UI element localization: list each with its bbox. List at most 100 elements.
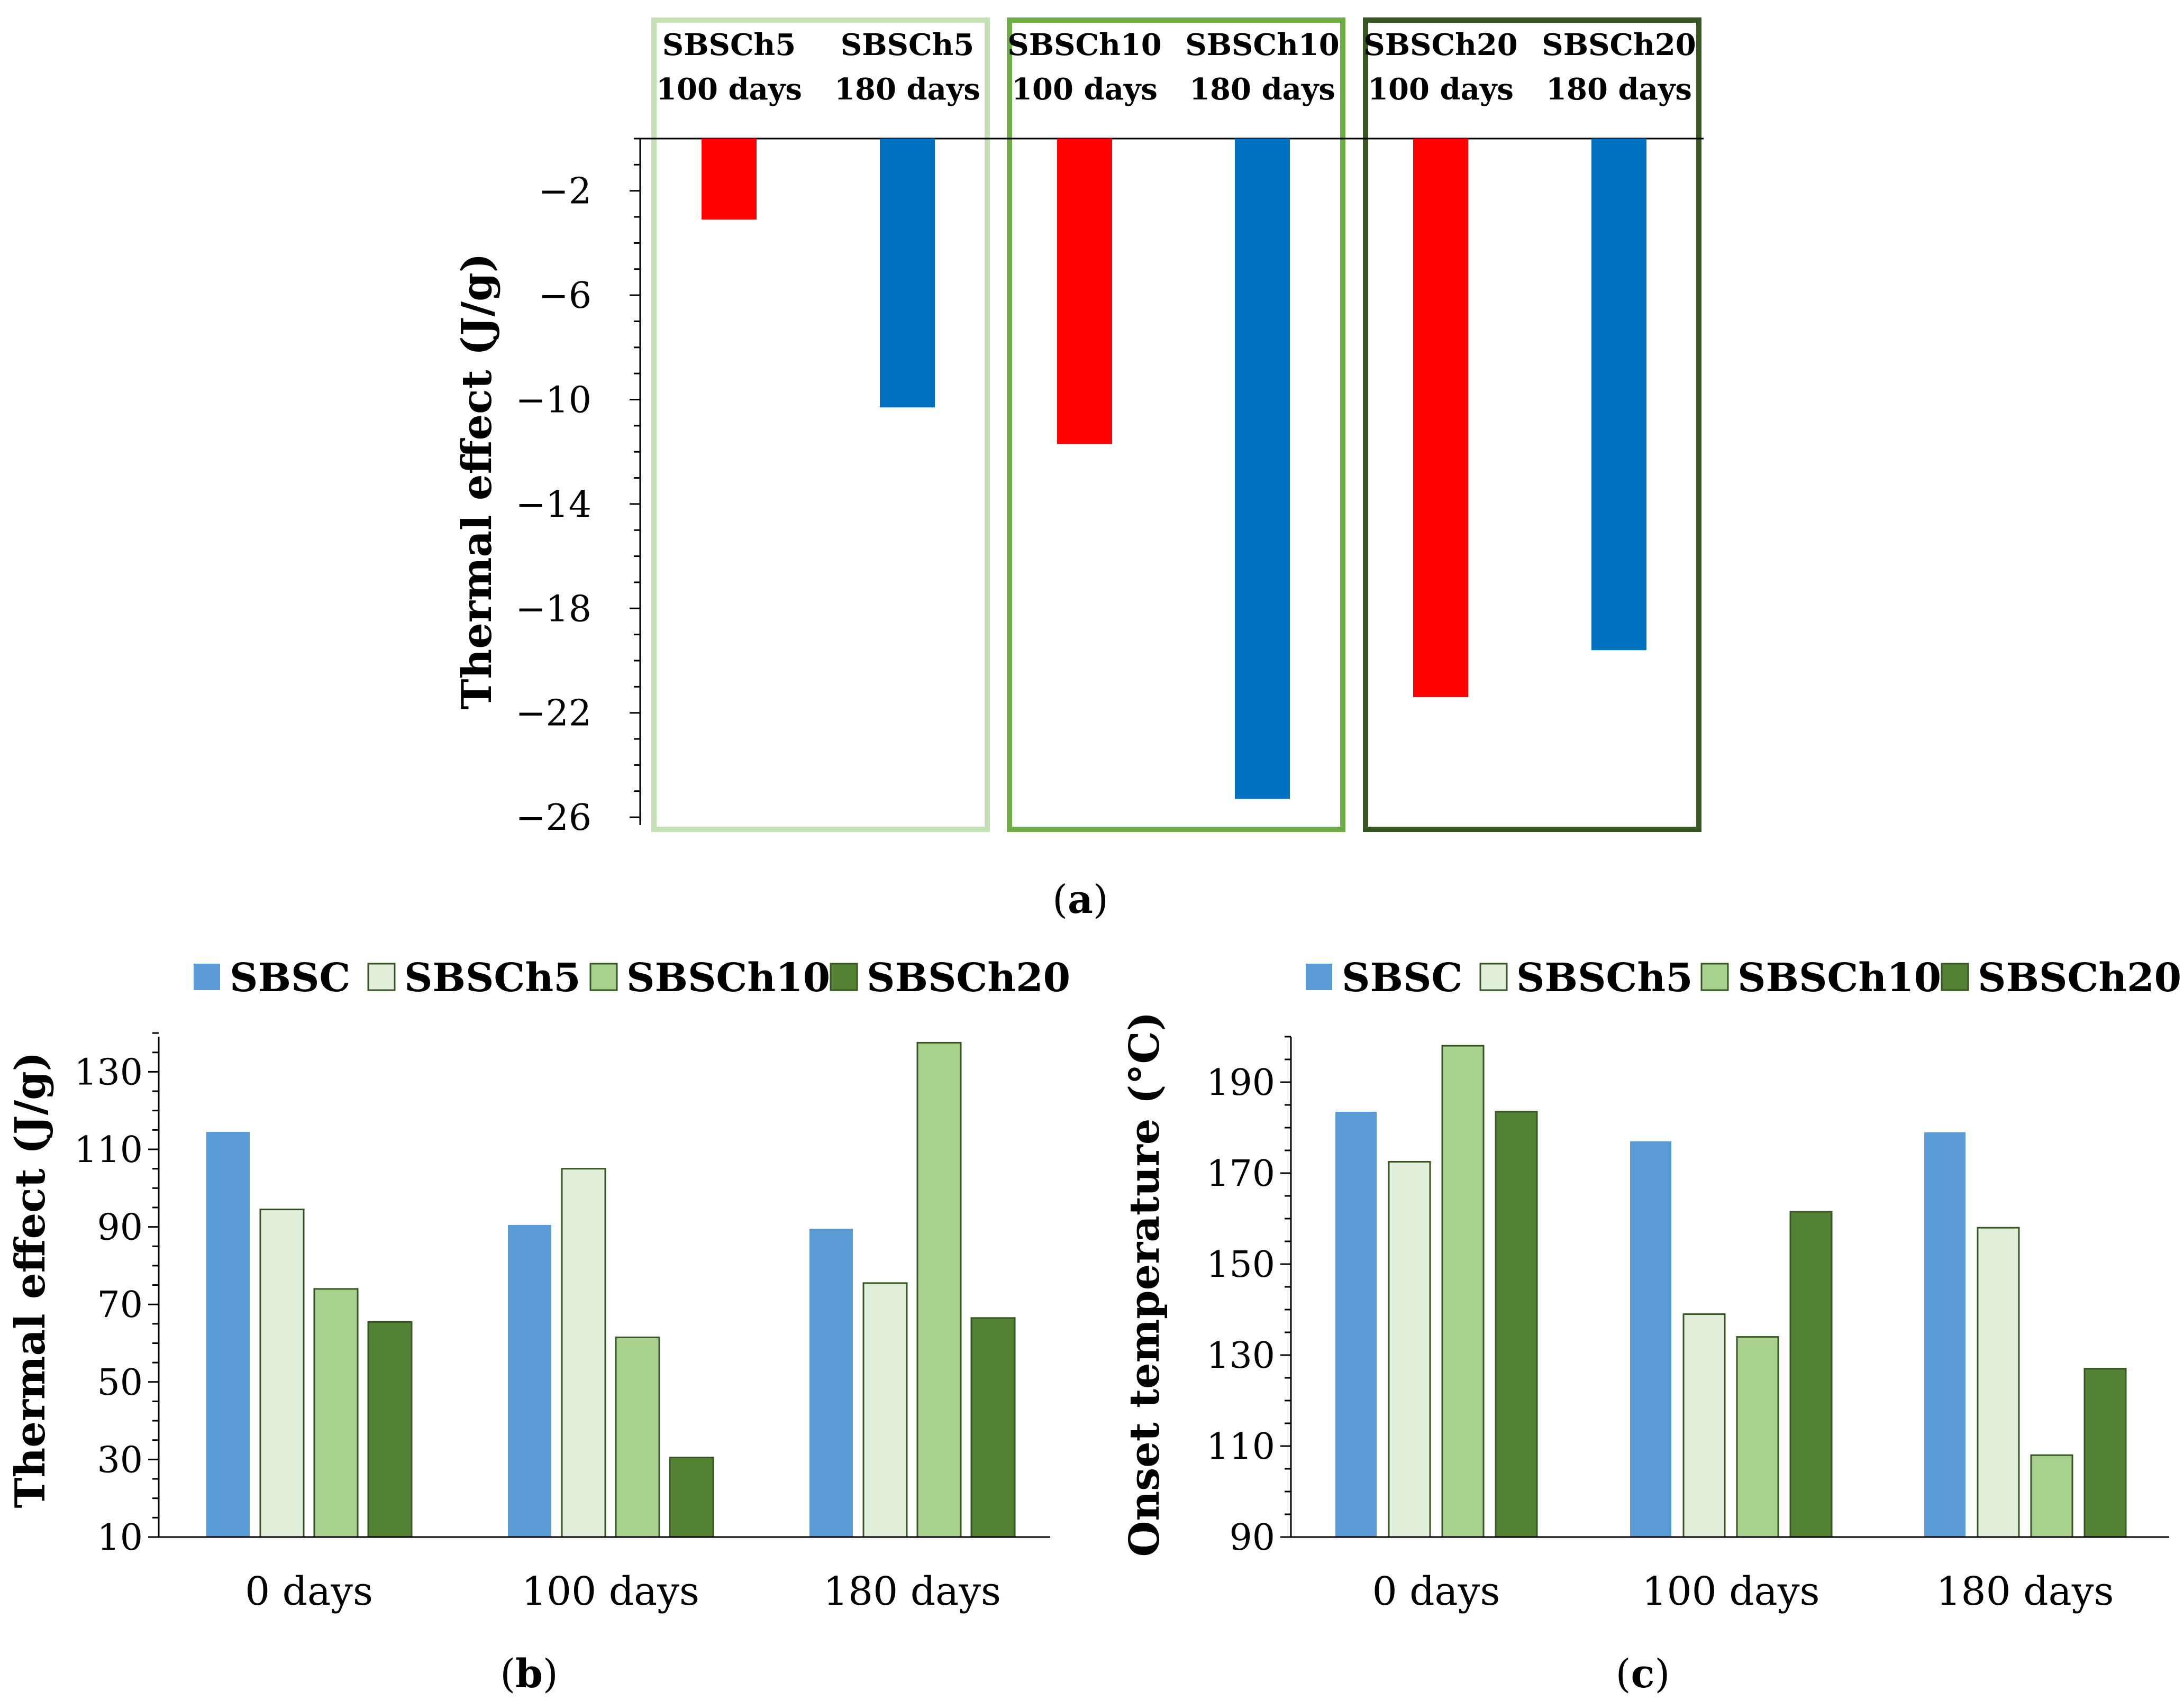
legend-label-sbsch20: SBSCh20 [867, 955, 1070, 1001]
panel-c-y-tick-label: 150 [1206, 1244, 1275, 1286]
panel-c-bar-sbsch20 [2083, 1368, 2127, 1538]
panel-a-y-axis-label: Thermal effect (J/g) [453, 253, 501, 709]
panel-a-y-ticks: −2 −6 −10 −14 −18 −22 −26 [515, 138, 640, 839]
panel-a-category-period: 180 days [1189, 72, 1335, 107]
panel-b-y-tick-label: 130 [74, 1051, 143, 1093]
panel-b-bar-sbsch20 [367, 1321, 413, 1538]
panel-a-category-period: 180 days [1546, 72, 1692, 107]
panel-c-bar-sbsch10 [1736, 1336, 1779, 1538]
panel-b-bar-sbsch10 [313, 1288, 359, 1538]
panel-a-category-name: SBSCh5 [841, 28, 974, 62]
panel-b-legend: SBSC SBSCh5 SBSCh10 SBSCh20 [194, 955, 1070, 1001]
panel-c-bar-sbsch10 [2030, 1454, 2073, 1538]
panel-c-y-tick-label: 90 [1229, 1517, 1275, 1559]
panel-a-category-period: 100 days [1368, 72, 1514, 107]
panel-a-category-name: SBSCh20 [1363, 28, 1517, 62]
panel-c-bar-sbsc [1630, 1141, 1671, 1537]
panel-a-bar [1591, 139, 1646, 651]
legend-swatch-sbsch20 [830, 963, 858, 991]
panel-b-bar-sbsch10 [615, 1337, 660, 1538]
panel-c-category-labels: 0 days 100 days 180 days [1372, 1569, 2114, 1614]
panel-b-y-tick-label: 10 [97, 1517, 143, 1559]
legend-swatch-sbsch10 [1700, 963, 1729, 991]
panel-b-bar-sbsch5 [862, 1282, 908, 1538]
panel-a-category-labels: SBSCh5 100 days SBSCh5 180 days SBSCh10 100 d… [656, 28, 1696, 107]
legend-swatch-sbsch10 [589, 963, 618, 991]
panel-c-y-axis-label: Onset temperature (°C) [1121, 1012, 1169, 1557]
panel-a-bars [702, 139, 1646, 799]
panel-a-category-period: 180 days [834, 72, 980, 107]
panel-c-bar-sbsch10 [1441, 1045, 1485, 1538]
legend-swatch-sbsc [194, 964, 220, 990]
panel-c-y-tick-label: 190 [1206, 1062, 1275, 1104]
legend-swatch-sbsc [1306, 964, 1332, 990]
panel-b-bar-sbsch20 [669, 1457, 714, 1538]
panel-c-category-label: 0 days [1372, 1569, 1500, 1614]
panel-b-label: (b) [500, 1651, 558, 1697]
panel-a-bar [1235, 139, 1290, 799]
legend-label-sbsc: SBSC [1342, 955, 1462, 1001]
panel-b-category-labels: 0 days 100 days 180 days [245, 1569, 1001, 1614]
panel-a-y-tick-label: −6 [539, 275, 592, 317]
panel-a-bar [702, 139, 757, 220]
panel-c-y-tick-label: 170 [1206, 1153, 1275, 1195]
panel-c-chart: SBSC SBSCh5 SBSCh10 SBSCh20 90 110 130 150 170 1… [1121, 955, 2181, 1697]
legend-swatch-sbsch20 [1941, 963, 1969, 991]
legend-label-sbsc: SBSC [230, 955, 350, 1001]
panel-c-bar-sbsch5 [1388, 1161, 1431, 1538]
legend-swatch-sbsch5 [1479, 963, 1508, 991]
panel-b-bar-sbsch5 [259, 1209, 305, 1538]
panel-c-bar-sbsc [1924, 1132, 1965, 1537]
panel-b-bar-sbsc [508, 1224, 551, 1537]
panel-b-category-label: 100 days [522, 1569, 699, 1614]
panel-b-y-axis-label: Thermal effect (J/g) [6, 1051, 54, 1508]
panel-b-bars [206, 1041, 1016, 1538]
panel-c-y-tick-label: 110 [1206, 1426, 1275, 1468]
panel-c-bar-sbsch20 [1495, 1111, 1538, 1538]
panel-b-bar-sbsch10 [916, 1041, 962, 1538]
panel-b-y-tick-label: 90 [97, 1207, 143, 1249]
panel-a-bar [880, 139, 935, 408]
panel-b-bar-sbsch20 [970, 1317, 1016, 1538]
panel-b-y-ticks: 10 30 50 70 90 110 130 [74, 1032, 159, 1559]
panel-c-label: (c) [1616, 1651, 1670, 1697]
group-box-sbsch20 [1363, 17, 1701, 832]
panel-a-category-name: SBSCh20 [1542, 28, 1696, 62]
panel-a-y-tick-label: −26 [515, 797, 592, 839]
panel-a-category-period: 100 days [1012, 72, 1158, 107]
panel-c-category-label: 180 days [1936, 1569, 2114, 1614]
panel-b-bar-sbsc [809, 1229, 853, 1537]
panel-c-bars [1335, 1045, 2127, 1538]
panel-b-category-label: 180 days [823, 1569, 1001, 1614]
panel-a-y-tick-label: −2 [539, 171, 592, 213]
panel-a-category-name: SBSCh5 [662, 28, 796, 62]
panel-a-category-name: SBSCh10 [1185, 28, 1339, 62]
panel-a-label: (a) [1052, 877, 1108, 922]
panel-c-bar-sbsch20 [1789, 1211, 1833, 1538]
panel-a-y-tick-label: −14 [515, 484, 592, 526]
panel-a-bar [1413, 139, 1468, 698]
panel-c-y-tick-label: 130 [1206, 1335, 1275, 1377]
panel-a-group-boxes [651, 17, 1701, 832]
panel-b-bar-sbsch5 [561, 1168, 606, 1538]
panel-a-y-tick-label: −22 [515, 693, 592, 735]
panel-c-y-ticks: 90 110 130 150 170 190 [1206, 1036, 1291, 1559]
legend-label-sbsch5: SBSCh5 [404, 955, 581, 1001]
panel-b-category-label: 0 days [245, 1569, 373, 1614]
group-box-sbsch5 [651, 17, 990, 832]
legend-label-sbsch20: SBSCh20 [1978, 955, 2181, 1001]
legend-swatch-sbsch5 [367, 963, 396, 991]
panel-c-legend: SBSC SBSCh5 SBSCh10 SBSCh20 [1306, 955, 2181, 1001]
panel-c-bar-sbsch5 [1682, 1313, 1726, 1538]
panel-b-bar-sbsc [206, 1132, 250, 1537]
panel-a-y-tick-label: −10 [515, 380, 592, 422]
panel-b-y-tick-label: 70 [97, 1284, 143, 1326]
panel-b-y-tick-label: 50 [97, 1362, 143, 1404]
panel-b-chart: SBSC SBSCh5 SBSCh10 SBSCh20 10 30 50 70 90 110 13… [6, 955, 1070, 1697]
legend-label-sbsch10: SBSCh10 [626, 955, 830, 1001]
panel-c-bar-sbsch5 [1977, 1227, 2020, 1538]
panel-a-category-period: 100 days [656, 72, 802, 107]
legend-label-sbsch10: SBSCh10 [1737, 955, 1941, 1001]
